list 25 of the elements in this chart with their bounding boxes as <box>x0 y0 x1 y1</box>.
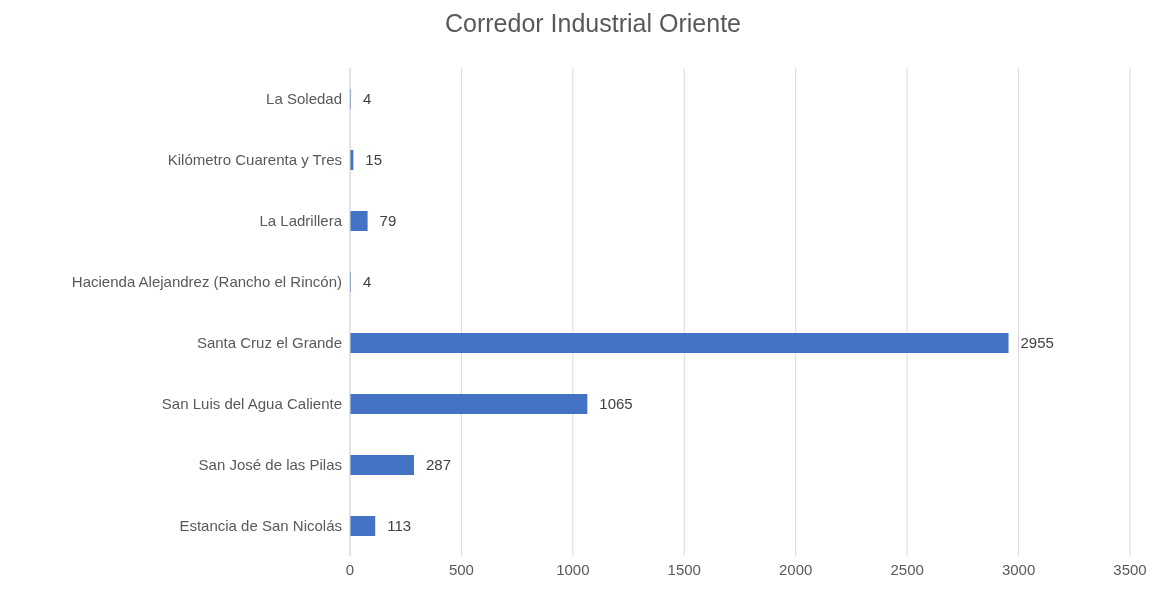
data-label: 79 <box>379 212 397 230</box>
data-label: 113 <box>387 517 412 535</box>
x-tick-label: 3000 <box>1001 560 1036 578</box>
data-label: 1065 <box>599 395 633 413</box>
y-tick-label: La Soledad <box>266 89 342 107</box>
x-tick-label: 1000 <box>556 560 590 578</box>
data-label: 287 <box>425 456 451 474</box>
x-tick-label: 0 <box>345 560 355 578</box>
y-tick-label: La Ladrillera <box>259 211 343 229</box>
y-tick-label: Santa Cruz el Grande <box>196 333 342 351</box>
data-label: 4 <box>362 273 372 291</box>
x-tick-label: 2500 <box>890 560 924 578</box>
y-tick-label: San Luis del Agua Caliente <box>161 394 342 412</box>
x-tick-label: 3500 <box>1113 560 1147 578</box>
y-tick-label: Kilómetro Cuarenta y Tres <box>167 150 342 168</box>
y-tick-label: San José de las Pilas <box>198 455 342 473</box>
y-tick-label: Hacienda Alejandrez (Rancho el Rincón) <box>71 272 342 290</box>
x-tick-label: 500 <box>448 560 474 578</box>
x-tick-label: 2000 <box>779 560 813 578</box>
chart-title: Corredor Industrial Oriente <box>444 8 742 39</box>
data-label: 15 <box>365 151 383 169</box>
data-label: 4 <box>362 90 372 108</box>
x-tick-label: 1500 <box>667 560 701 578</box>
data-label: 2955 <box>1020 334 1054 352</box>
y-tick-label: Estancia de San Nicolás <box>179 516 342 534</box>
